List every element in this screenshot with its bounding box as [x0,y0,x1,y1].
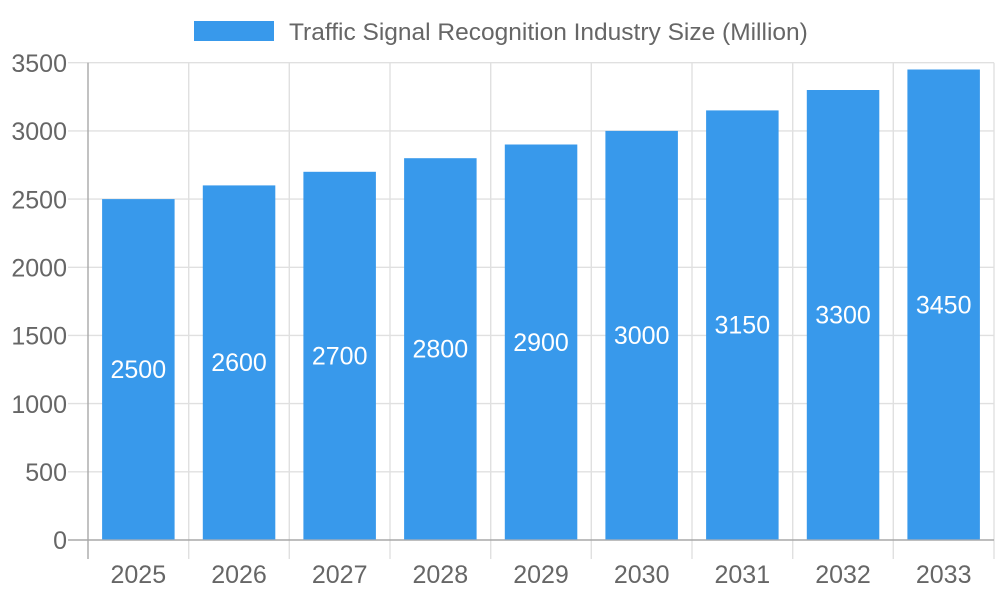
svg-text:500: 500 [25,459,67,487]
svg-text:2028: 2028 [412,561,468,589]
svg-text:2900: 2900 [513,329,569,357]
svg-text:Traffic Signal Recognition Ind: Traffic Signal Recognition Industry Size… [289,19,808,46]
svg-text:2500: 2500 [11,186,67,214]
svg-text:3150: 3150 [714,312,770,340]
svg-text:2030: 2030 [614,561,670,589]
svg-text:1500: 1500 [11,323,67,351]
svg-text:0: 0 [53,527,67,555]
svg-text:3300: 3300 [815,302,871,330]
svg-text:2025: 2025 [110,561,166,589]
svg-text:2700: 2700 [312,342,368,370]
svg-text:2032: 2032 [815,561,871,589]
svg-text:2000: 2000 [11,255,67,283]
svg-text:2031: 2031 [714,561,770,589]
svg-text:2027: 2027 [312,561,368,589]
svg-text:3450: 3450 [916,291,972,319]
svg-text:3000: 3000 [11,118,67,146]
svg-text:2500: 2500 [110,356,166,384]
svg-text:2033: 2033 [916,561,972,589]
svg-text:2026: 2026 [211,561,267,589]
svg-text:3500: 3500 [11,50,67,78]
svg-text:2800: 2800 [412,336,468,364]
svg-text:1000: 1000 [11,391,67,419]
svg-text:2600: 2600 [211,349,267,377]
svg-text:3000: 3000 [614,322,670,350]
svg-text:2029: 2029 [513,561,569,589]
